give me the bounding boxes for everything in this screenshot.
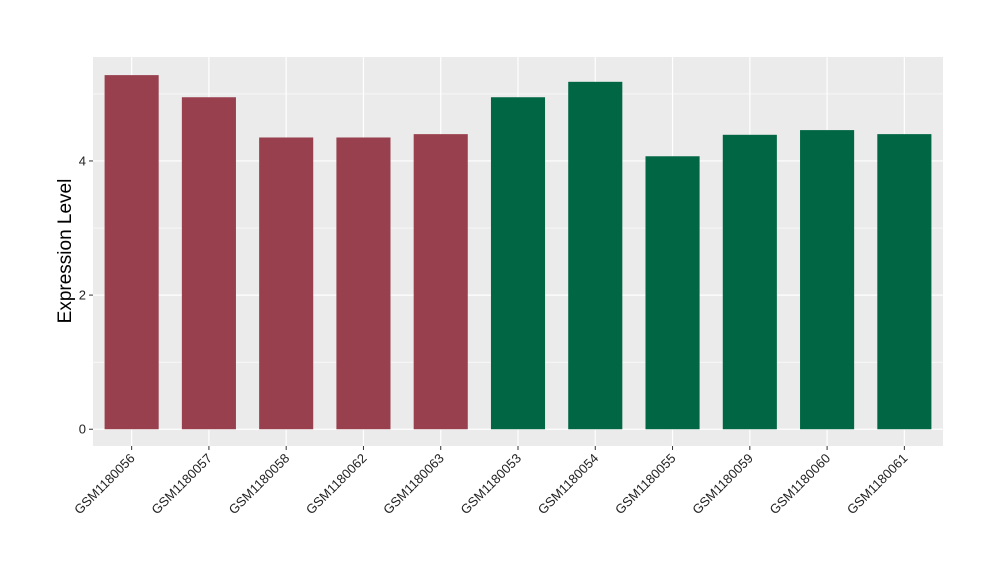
x-tick-label: GSM1180055 (612, 451, 679, 518)
bar-GSM1180062 (336, 137, 391, 430)
x-axis: GSM1180056 GSM1180057 GSM1180058 GSM1180062… (71, 446, 910, 517)
y-tick-label: 4 (79, 153, 86, 168)
x-tick-label: GSM1180062 (303, 451, 370, 518)
bar-GSM1180055 (645, 156, 700, 430)
x-tick-label: GSM1180057 (148, 451, 215, 518)
y-tick-label: 0 (79, 422, 86, 437)
y-axis: 0 2 4 (79, 153, 93, 437)
bar-GSM1180054 (568, 81, 623, 430)
bar-GSM1180060 (800, 130, 855, 430)
x-tick-label: GSM1180058 (226, 451, 293, 518)
bar-GSM1180061 (877, 134, 932, 430)
x-tick-label: GSM1180060 (767, 451, 834, 518)
bar-GSM1180056 (104, 75, 159, 430)
bar-GSM1180059 (722, 134, 777, 430)
bar-GSM1180058 (259, 137, 314, 430)
x-tick-label: GSM1180061 (844, 451, 911, 518)
y-tick-label: 2 (79, 288, 86, 303)
bars (104, 75, 932, 430)
bar-GSM1180053 (490, 97, 546, 430)
x-tick-label: GSM1180063 (380, 451, 447, 518)
y-axis-title: Expression Level (55, 179, 76, 324)
x-tick-label: GSM1180053 (457, 451, 524, 518)
x-tick-label: GSM1180054 (535, 451, 602, 518)
x-tick-label: GSM1180056 (71, 451, 138, 518)
x-tick-label: GSM1180059 (689, 451, 756, 518)
bar-GSM1180063 (413, 134, 468, 430)
bar-GSM1180057 (181, 97, 236, 430)
